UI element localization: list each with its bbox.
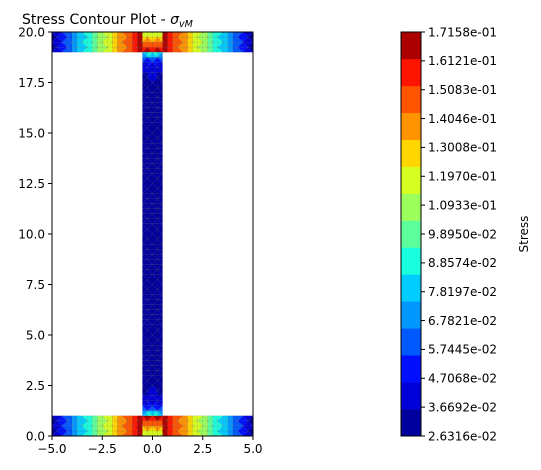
mesh-element [227,32,234,38]
colorbar-band [401,112,421,141]
colorbar-band [401,382,421,410]
mesh-element [157,32,163,38]
mesh-element [247,415,253,422]
mesh-element [237,415,244,422]
mesh-element [137,32,143,38]
colorbar-tick-label: 9.8950e-02 [428,227,497,241]
colorbar-band [401,193,421,221]
mesh-element [87,415,93,422]
plot-area [51,31,254,437]
colorbar-band [401,247,421,275]
mesh-element [56,32,63,38]
mesh-element [217,32,223,38]
colorbar-band [401,328,421,356]
y-tick-label: 12.5 [18,177,45,191]
y-tick-label: 0.0 [26,429,45,443]
mesh-element [177,415,183,422]
mesh-element [127,32,133,38]
colorbar-band [401,32,421,60]
y-axis: 0.0 2.5 5.0 7.5 10.0 12.5 15.0 17.5 20.0 [18,25,52,443]
colorbar-tick-label: 1.6121e-01 [428,54,497,68]
mesh-element [97,415,103,422]
colorbar-tick-label: 1.4046e-01 [428,112,497,126]
colorbar-tick-label: 5.7445e-02 [428,343,497,357]
mesh-element [157,52,163,58]
colorbar-tick-label: 1.3008e-01 [428,141,497,155]
mesh-element [147,32,153,38]
colorbar-band [401,220,421,248]
chart-title-symbol: σ [170,12,180,28]
y-tick-label: 7.5 [26,278,45,292]
mesh-element [77,415,83,422]
colorbar-tick-label: 4.7068e-02 [428,372,497,386]
colorbar-tick-label: 2.6316e-02 [428,429,497,443]
mesh-element [67,32,73,38]
y-tick-label: 2.5 [26,379,45,393]
colorbar: 2.6316e-02 3.6692e-02 4.7068e-02 5.7445e-02… [400,25,531,443]
mesh-element [167,32,173,38]
y-tick-label: 20.0 [18,25,45,39]
mesh-element [227,415,234,422]
mesh-element [247,32,253,38]
colorbar-ticks: 2.6316e-02 3.6692e-02 4.7068e-02 5.7445e-02… [421,25,497,443]
y-tick-label: 15.0 [18,126,45,140]
mesh-element [207,415,213,422]
colorbar-tick-label: 1.1970e-01 [428,170,497,184]
colorbar-tick-label: 1.7158e-01 [428,25,497,39]
contour-layer [52,32,253,436]
chart-title-main: Stress Contour Plot - [22,12,170,28]
mesh-element [147,52,153,58]
mesh-element [117,32,123,38]
colorbar-tick-label: 6.7821e-02 [428,314,497,328]
x-tick-label: 2.5 [193,442,212,456]
mesh-element [127,415,133,422]
x-tick-label: 5.0 [243,442,262,456]
colorbar-tick-label: 1.5083e-01 [428,83,497,97]
mesh-element [197,32,203,38]
mesh-element [77,32,83,38]
mesh-element [177,32,183,38]
mesh-element [197,415,203,422]
y-tick-label: 17.5 [18,76,45,90]
colorbar-band [401,58,421,87]
mesh-element [117,415,123,422]
y-tick-label: 5.0 [26,328,45,342]
mesh-element [137,415,143,422]
colorbar-band [401,85,421,114]
mesh-element [187,32,193,38]
chart-title: Stress Contour Plot - σvM [22,12,193,30]
chart-title-subscript: vM [179,19,193,30]
y-tick-label: 10.0 [18,227,45,241]
mesh-element [67,415,73,422]
x-axis: −5.0 −2.5 0.0 2.5 5.0 [37,436,263,456]
colorbar-band [401,274,421,302]
mesh-element [107,415,113,422]
x-tick-label: 0.0 [143,442,162,456]
mesh-element [107,32,113,38]
colorbar-tick-label: 1.0933e-01 [428,198,497,212]
mesh-element [187,415,193,422]
mesh-element [237,32,244,38]
colorbar-label: Stress [517,216,531,253]
colorbar-band [401,409,421,437]
mesh-element [97,32,103,38]
colorbar-band [401,139,421,167]
mesh-element [207,32,213,38]
colorbar-tick-label: 3.6692e-02 [428,400,497,414]
mesh-element [217,415,224,422]
x-tick-label: −2.5 [88,442,117,456]
mesh-element [167,415,173,422]
colorbar-tick-label: 8.8574e-02 [428,256,497,270]
colorbar-band [401,301,421,329]
mesh-element [56,415,63,422]
x-tick-label: −5.0 [37,442,66,456]
colorbar-band [401,355,421,383]
mesh-element [87,32,93,38]
colorbar-bands [401,32,421,437]
colorbar-tick-label: 7.8197e-02 [428,285,497,299]
colorbar-band [401,166,421,194]
